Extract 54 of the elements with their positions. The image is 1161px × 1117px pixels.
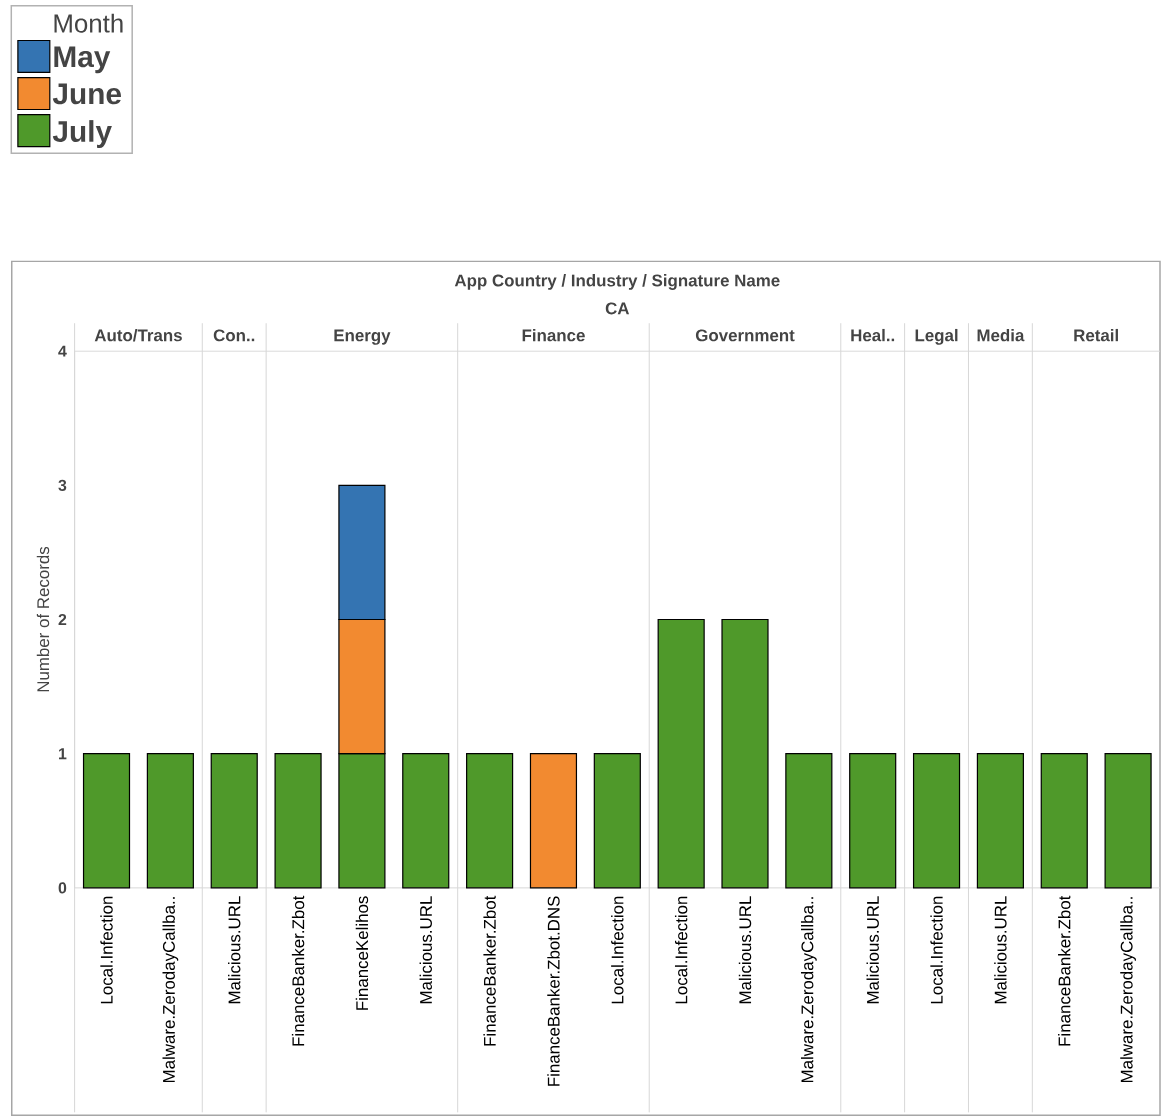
x-tick-label: Local.Infection	[100, 896, 113, 1004]
bar	[976, 752, 1024, 889]
bar	[402, 752, 450, 889]
y-axis-title: Number of Records	[36, 546, 50, 692]
y-tick-label: 1	[59, 748, 67, 760]
x-tick-label: Malware.ZerodayCallba..	[1120, 897, 1136, 1082]
bar	[785, 752, 833, 889]
bar	[1104, 752, 1152, 889]
bar	[274, 752, 322, 889]
x-tick-label: FinanceBanker.Zbot.DNS	[547, 896, 560, 1086]
bar	[466, 752, 514, 889]
bar	[529, 752, 578, 889]
bar	[593, 752, 641, 889]
text: Energy	[334, 329, 391, 345]
bar	[146, 752, 194, 889]
x-tick-label: Malicious.URL	[419, 896, 432, 1003]
legend-label: June	[52, 83, 121, 105]
chart-subtitle: CA	[605, 302, 630, 315]
text: Retail	[1074, 328, 1118, 342]
x-tick-label: Malicious.URL	[738, 896, 752, 1003]
text: Heal..	[851, 328, 895, 342]
y-tick-label: 3	[58, 479, 67, 491]
bar	[849, 752, 897, 889]
text: Con..	[213, 329, 255, 342]
x-tick-label: Local.Infection	[930, 896, 943, 1004]
bar	[912, 752, 961, 889]
bar	[1040, 752, 1088, 889]
legend-label: May	[54, 46, 111, 73]
y-tick-label: 4	[58, 345, 67, 357]
chart-title: App Country / Industry / Signature Name	[454, 273, 780, 290]
legend-label: July	[52, 119, 112, 148]
x-tick-label: Local.Infection	[674, 896, 688, 1004]
bar	[210, 752, 258, 889]
x-tick-label: Malware.ZerodayCallba..	[162, 897, 179, 1082]
text: Government	[695, 329, 795, 342]
x-tick-label: Malicious.URL	[228, 896, 241, 1003]
text: Legal	[915, 328, 958, 345]
bar	[82, 752, 131, 889]
x-tick-label: FinanceBanker.Zbot	[1058, 895, 1071, 1046]
text: Media	[977, 328, 1025, 342]
x-tick-label: Malware.ZerodayCallba..	[800, 897, 817, 1082]
x-tick-label: Local.Infection	[611, 896, 624, 1004]
x-tick-label: FinanceBanker.Zbot	[291, 895, 305, 1046]
text: Auto/Trans	[94, 328, 182, 342]
y-tick-label: 0	[58, 882, 67, 894]
text: Finance	[522, 328, 585, 342]
x-tick-label: FinanceBanker.Zbot	[483, 895, 496, 1046]
x-tick-label: Malicious.URL	[866, 896, 879, 1003]
legend-title: Month	[54, 13, 123, 33]
bar	[721, 618, 769, 889]
x-tick-label: FinanceKelihos	[355, 896, 369, 1010]
x-tick-label: Malicious.URL	[994, 896, 1007, 1003]
y-tick-label: 2	[58, 613, 67, 625]
bar	[657, 618, 705, 889]
